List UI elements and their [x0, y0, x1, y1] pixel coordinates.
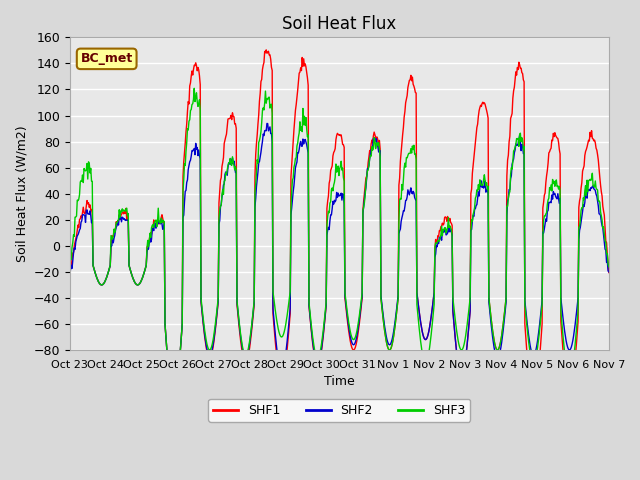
X-axis label: Time: Time	[324, 375, 355, 388]
Line: SHF3: SHF3	[70, 88, 609, 402]
SHF3	[216, 207, 223, 213]
Line: SHF2: SHF2	[70, 123, 609, 402]
SHF1	[66, 265, 74, 271]
SHF3	[406, 151, 414, 156]
Title: Soil Heat Flux: Soil Heat Flux	[282, 15, 396, 33]
SHF1	[131, 280, 139, 286]
SHF2	[170, 399, 177, 405]
SHF1	[262, 47, 270, 53]
Y-axis label: Soil Heat Flux (W/m2): Soil Heat Flux (W/m2)	[15, 125, 28, 262]
Legend: SHF1, SHF2, SHF3: SHF1, SHF2, SHF3	[208, 399, 470, 422]
SHF3	[422, 360, 429, 366]
SHF2	[215, 221, 223, 227]
SHF2	[605, 269, 612, 275]
SHF1	[76, 216, 83, 222]
SHF3	[190, 85, 198, 91]
SHF1	[170, 399, 177, 405]
SHF2	[131, 280, 139, 286]
SHF3	[76, 192, 83, 198]
SHF2	[76, 227, 83, 233]
Text: BC_met: BC_met	[81, 52, 133, 65]
SHF3	[605, 264, 612, 270]
SHF3	[187, 108, 195, 113]
SHF2	[66, 269, 74, 275]
SHF3	[170, 399, 177, 405]
SHF2	[422, 336, 429, 342]
SHF1	[187, 80, 195, 86]
SHF3	[131, 280, 139, 286]
SHF2	[187, 157, 195, 163]
SHF3	[66, 271, 74, 277]
SHF2	[406, 188, 414, 194]
SHF1	[406, 77, 414, 83]
SHF1	[215, 200, 223, 206]
SHF1	[605, 270, 612, 276]
Line: SHF1: SHF1	[70, 50, 609, 402]
SHF1	[422, 336, 429, 342]
SHF2	[263, 120, 271, 126]
